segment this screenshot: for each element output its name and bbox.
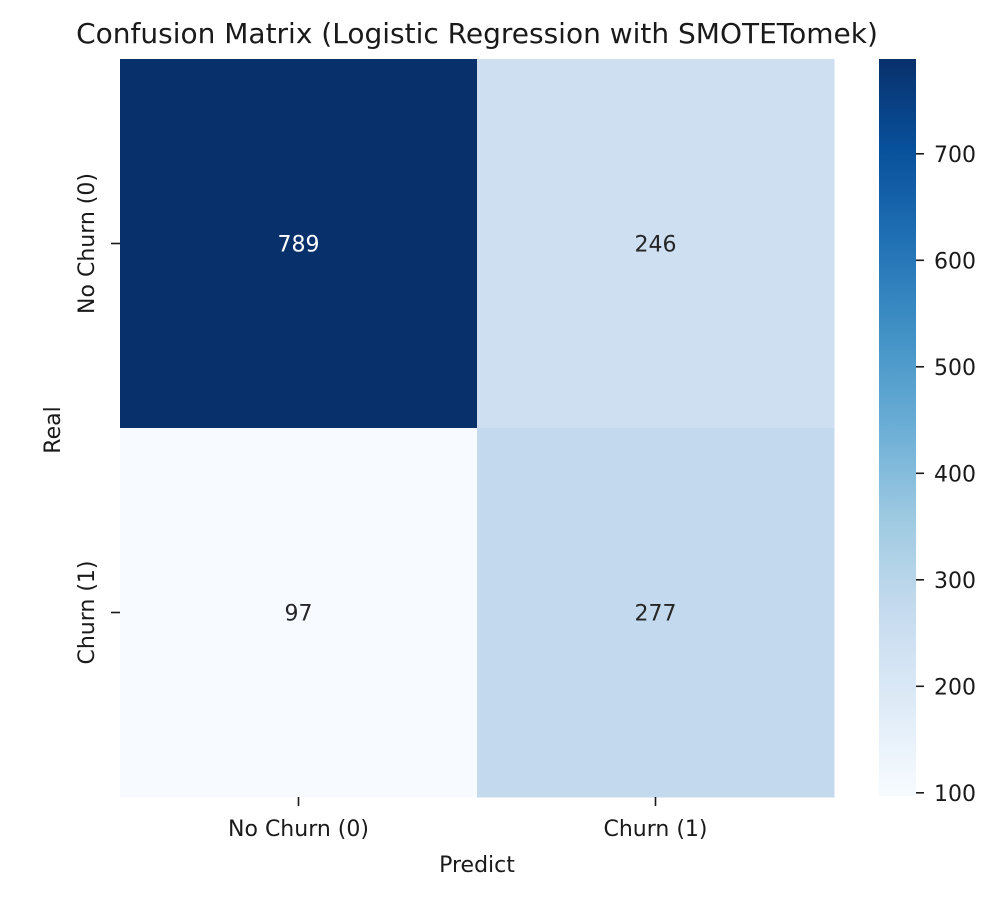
colorbar-ticks: 100 200 300 400 500 600 700 <box>916 143 976 807</box>
heatmap-cell-label: 246 <box>635 233 677 258</box>
x-axis-label: Predict <box>439 853 515 878</box>
heatmap-cells <box>120 59 835 798</box>
heatmap-cell <box>477 428 835 798</box>
colorbar-tick-label: 400 <box>934 462 976 487</box>
colorbar-tick-label: 100 <box>934 782 976 807</box>
x-tick-label: No Churn (0) <box>228 817 369 842</box>
colorbar-tick-label: 600 <box>934 249 976 274</box>
colorbar-tick-label: 500 <box>934 356 976 381</box>
x-axis-ticks: No Churn (0) Churn (1) <box>228 797 708 842</box>
y-axis-label: Real <box>41 406 66 453</box>
heatmap-cell-label: 789 <box>278 233 320 258</box>
chart-title: Confusion Matrix (Logistic Regression wi… <box>76 17 878 50</box>
colorbar <box>879 59 916 796</box>
heatmap-cell <box>477 59 835 429</box>
y-axis-ticks: No Churn (0) Churn (1) <box>75 173 120 665</box>
y-tick-label: No Churn (0) <box>75 173 100 314</box>
heatmap-cell <box>120 428 478 798</box>
y-tick-label: Churn (1) <box>75 560 100 664</box>
heatmap-cell-label: 277 <box>635 602 677 627</box>
heatmap-cell-label: 97 <box>285 602 313 627</box>
colorbar-tick-label: 200 <box>934 675 976 700</box>
x-tick-label: Churn (1) <box>603 817 707 842</box>
colorbar-tick-label: 300 <box>934 569 976 594</box>
colorbar-tick-label: 700 <box>934 143 976 168</box>
heatmap-cell-labels: 789 246 97 277 <box>278 233 677 627</box>
heatmap-cell <box>120 59 478 429</box>
